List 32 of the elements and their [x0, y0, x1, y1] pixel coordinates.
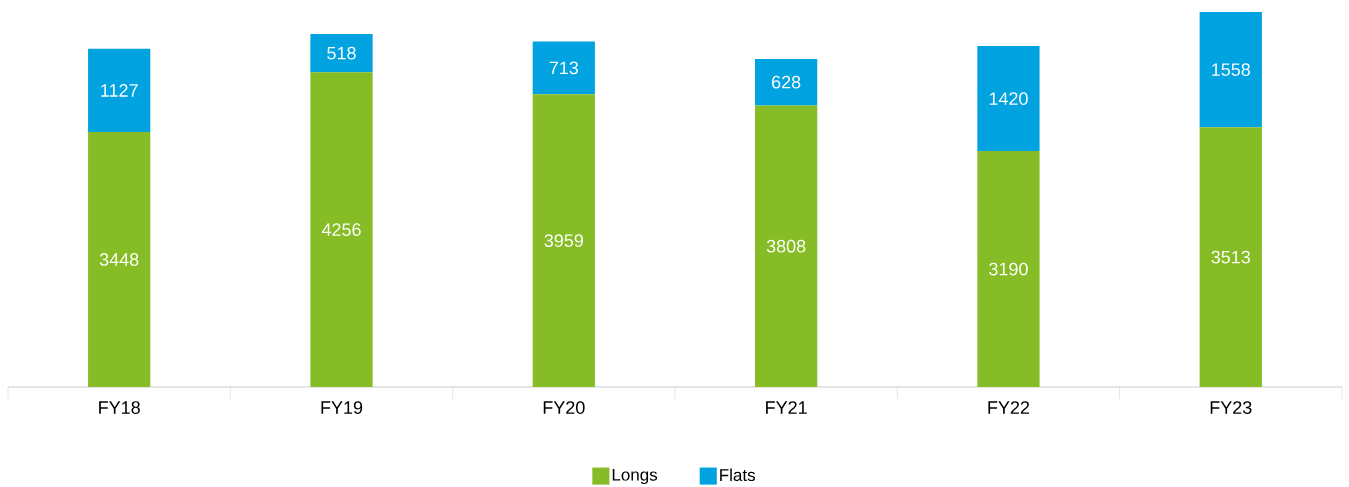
bar — [88, 48, 151, 133]
data-label: 3959 — [544, 234, 583, 247]
data-label: 3513 — [1211, 250, 1250, 264]
bar — [755, 105, 818, 387]
data-label: 1558 — [1212, 63, 1250, 76]
data-label: 518 — [327, 46, 356, 60]
bar — [532, 94, 595, 387]
bar — [88, 132, 151, 387]
legend-label: Longs — [612, 468, 658, 485]
legend-label: Flats — [720, 468, 756, 482]
data-label: 1127 — [101, 84, 138, 97]
data-label: 3448 — [99, 253, 139, 266]
bar — [310, 72, 373, 387]
data-label: 713 — [549, 61, 579, 75]
bar — [1199, 127, 1262, 387]
x-tick-label: FY22 — [988, 401, 1030, 414]
x-tick-label: FY19 — [321, 401, 363, 414]
data-label: 3808 — [766, 239, 806, 253]
bar — [755, 58, 818, 106]
bar — [977, 151, 1040, 387]
bar — [1199, 11, 1262, 128]
data-label: 3190 — [989, 262, 1028, 276]
bar — [310, 33, 373, 73]
data-label: 628 — [772, 75, 801, 89]
data-label: 1420 — [989, 92, 1028, 105]
x-tick-label: FY21 — [766, 401, 807, 414]
x-tick-label: FY23 — [1210, 401, 1252, 414]
bar — [532, 41, 595, 95]
data-label: 4256 — [321, 223, 361, 236]
bar — [977, 46, 1040, 152]
x-tick-label: FY18 — [99, 401, 140, 414]
x-tick-label: FY20 — [543, 401, 585, 414]
